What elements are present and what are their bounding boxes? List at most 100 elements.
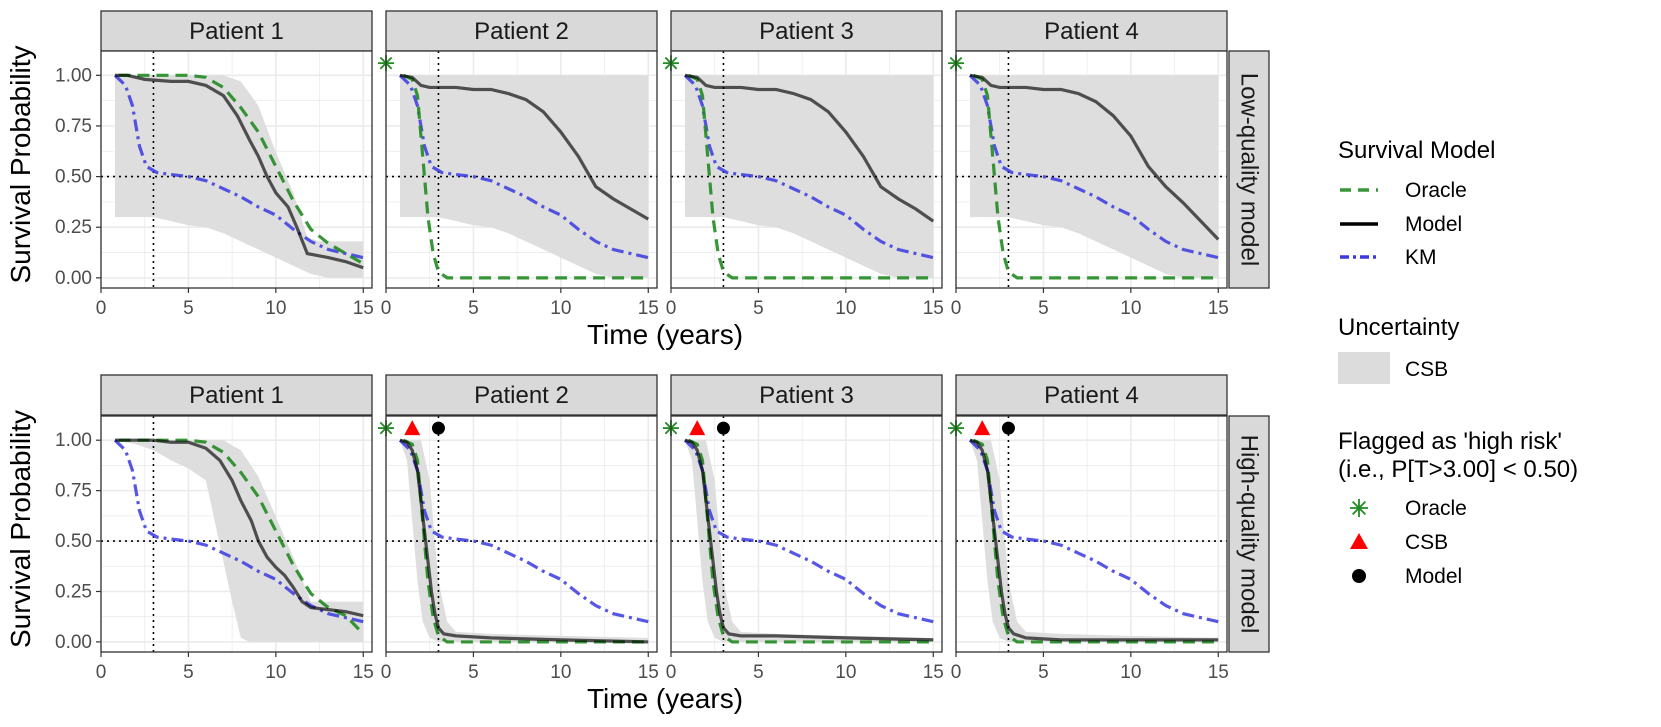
x-tick-label: 10 (265, 662, 286, 683)
y-tick-label: 1.00 (55, 65, 92, 86)
legend-label: Oracle (1405, 179, 1467, 202)
model-line (684, 438, 934, 642)
km-line (398, 74, 649, 260)
legend-title-uncertainty: Uncertainty (1338, 314, 1459, 341)
km-line (113, 74, 364, 260)
x-tick-label: 0 (666, 298, 677, 319)
x-tick-label: 15 (923, 662, 944, 683)
panel-border (385, 50, 658, 289)
x-tick-label: 15 (638, 298, 659, 319)
panel-title: Patient 4 (1044, 18, 1139, 45)
panel-title: Patient 2 (474, 382, 569, 409)
oracle-line (118, 73, 365, 266)
legend-title-flag-line2: (i.e., P[T>3.00] < 0.50) (1338, 456, 1578, 483)
x-tick-label: 10 (550, 662, 571, 683)
legend: Survival Model Oracle Model KM Uncertainty CS… (1338, 137, 1578, 588)
panel-strip (100, 374, 373, 416)
panel-strip (955, 374, 1228, 416)
x-tick-label: 10 (835, 298, 856, 319)
x-tick-label: 0 (666, 662, 677, 683)
y-tick-label: 0.25 (55, 217, 92, 238)
y-axis-title: Survival Probability (5, 410, 36, 648)
panel-data (671, 51, 942, 288)
legend-key-csb-ribbon (1338, 352, 1390, 384)
panel-data (386, 416, 657, 652)
y-tick-label: 0.25 (55, 581, 92, 602)
x-tick-label: 5 (183, 298, 194, 319)
x-tick-label: 0 (96, 298, 107, 319)
x-tick-label: 0 (951, 662, 962, 683)
legend-key-oracle-flag (1350, 499, 1368, 517)
x-tick-label: 5 (753, 298, 764, 319)
model-flag-marker (716, 421, 730, 435)
panel-title: Patient 2 (474, 18, 569, 45)
panel-border (100, 50, 373, 289)
panel-strip (385, 10, 658, 52)
panel-strip (670, 10, 943, 52)
panel-border (955, 50, 1228, 289)
panel-title: Patient 3 (759, 18, 854, 45)
panel-title: Patient 4 (1044, 382, 1139, 409)
km-line (683, 74, 934, 260)
x-tick-label: 5 (468, 298, 479, 319)
panel-r1p4: Patient 4 0 5 10 15 (948, 10, 1229, 319)
csb-flag-marker (689, 420, 706, 436)
csb-ribbon (399, 440, 649, 642)
legend-key-csb-flag (1350, 533, 1368, 549)
panel-r2p3: Patient 3 0 5 10 15 (663, 374, 944, 683)
x-tick-label: 5 (468, 662, 479, 683)
csb-ribbon (969, 440, 1219, 642)
legend-label: CSB (1405, 531, 1448, 554)
row-label: High-quality model (1236, 435, 1263, 634)
y-tick-label: 0.50 (55, 531, 92, 552)
facet-row-1: Patient 10 5 10 150.000.250.500.751.00Patie… (5, 10, 1270, 350)
panel-strip (670, 374, 943, 416)
panel-border (100, 415, 373, 653)
model-line (114, 438, 364, 618)
legend-title-model: Survival Model (1338, 137, 1495, 164)
km-line (683, 439, 934, 624)
x-tick-label: 0 (951, 298, 962, 319)
x-tick-label: 5 (753, 662, 764, 683)
x-tick-label: 15 (353, 298, 374, 319)
x-tick-label: 15 (353, 662, 374, 683)
x-tick-label: 0 (96, 662, 107, 683)
row-strip (1228, 50, 1270, 289)
legend-title-flag-line1: Flagged as 'high risk' (1338, 428, 1562, 455)
panel-r1p1: Patient 1 0 5 10 15 0.00 0.25 0.50 0.75 1.00 (55, 10, 374, 319)
panel-border (955, 415, 1228, 653)
y-tick-label: 0.00 (55, 632, 92, 653)
x-tick-label: 15 (638, 662, 659, 683)
x-tick-label: 10 (1120, 298, 1141, 319)
panel-border (385, 415, 658, 653)
panel-data (956, 51, 1227, 288)
panel-data (101, 51, 372, 288)
y-axis-title: Survival Probability (5, 45, 36, 283)
panel-border (670, 50, 943, 289)
csb-ribbon (684, 440, 934, 642)
panel-title: Patient 1 (189, 382, 284, 409)
panel-data (671, 416, 942, 652)
x-tick-label: 15 (923, 298, 944, 319)
panel-title: Patient 3 (759, 382, 854, 409)
panel-data (386, 51, 657, 288)
x-tick-label: 10 (550, 298, 571, 319)
panel-r2p2: Patient 2 0 5 10 15 (378, 374, 659, 683)
model-line (969, 73, 1220, 241)
panel-r1p3: Patient 3 0 5 10 15 (663, 10, 944, 319)
x-tick-label: 15 (1208, 662, 1229, 683)
x-axis-title: Time (years) (587, 683, 743, 714)
x-tick-label: 0 (381, 298, 392, 319)
model-line (969, 438, 1219, 642)
x-tick-label: 5 (1038, 298, 1049, 319)
csb-flag-marker (974, 420, 991, 436)
x-axis-title: Time (years) (587, 319, 743, 350)
x-tick-label: 10 (265, 298, 286, 319)
facet-row-2: Patient 10 5 10 150.000.250.500.751.00Patie… (5, 374, 1270, 714)
panel-r2p4: Patient 4 0 5 10 15 (948, 374, 1229, 683)
oracle-line (402, 73, 649, 280)
panel-strip (100, 10, 373, 52)
panel-strip (385, 374, 658, 416)
panel-data (956, 416, 1227, 652)
